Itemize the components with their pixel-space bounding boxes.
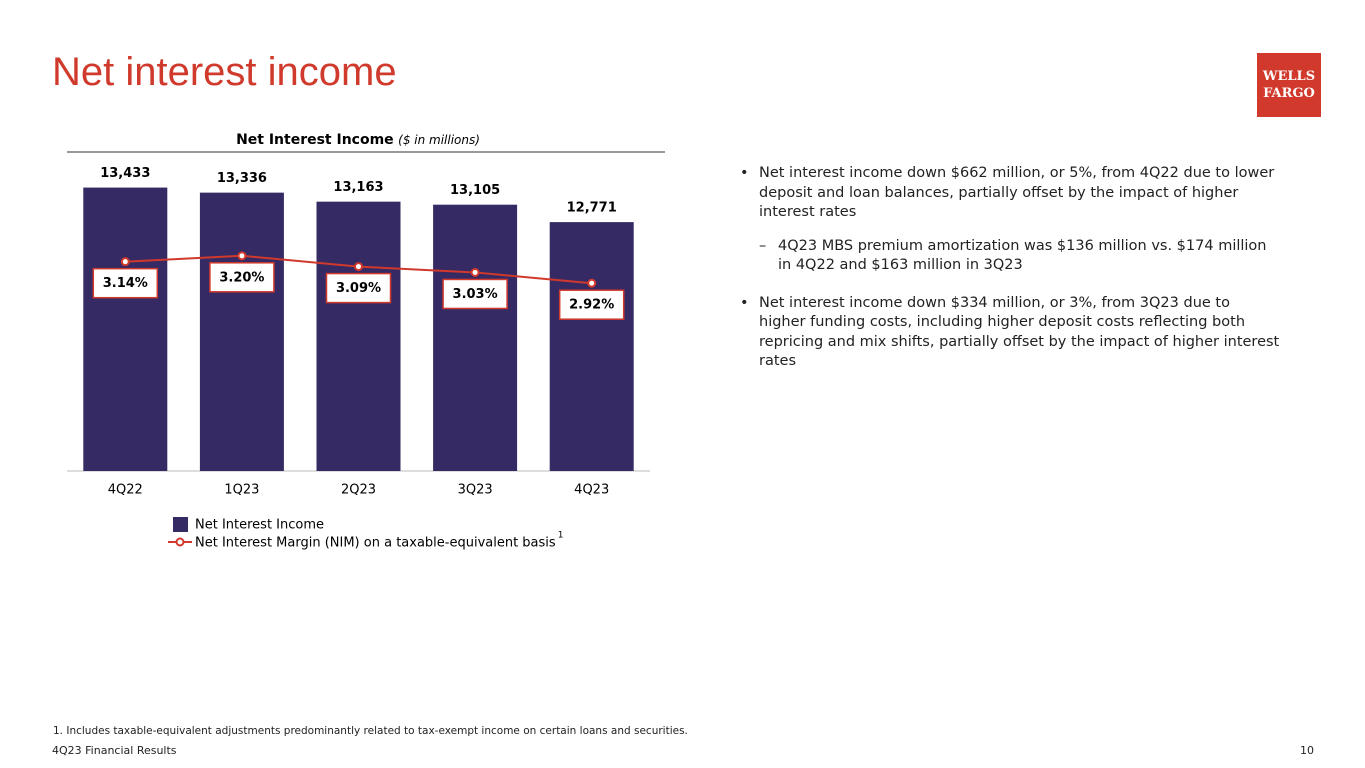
- bar-value-label: 13,336: [217, 171, 267, 186]
- nim-label-box: [209, 262, 275, 293]
- chart-title: Net Interest Income ($ in millions): [236, 132, 480, 148]
- footer: 4Q23 Financial Results: [52, 744, 177, 757]
- bar: [316, 201, 401, 471]
- nim-label: 2.92%: [569, 298, 614, 313]
- footnote: 1. Includes taxable-equivalent adjustmen…: [53, 725, 688, 737]
- nim-label-box: [558, 289, 625, 320]
- bar-value-label: 13,163: [333, 180, 383, 195]
- bar: [433, 204, 518, 472]
- bullet: Net interest income down $662 million, o…: [740, 164, 1280, 276]
- chart: Net Interest Income ($ in millions) 13,4…: [67, 132, 665, 551]
- nim-point: [237, 251, 247, 261]
- bar: [83, 187, 168, 472]
- bar-value-label: 13,105: [450, 183, 500, 198]
- nim-label: 3.14%: [103, 276, 148, 291]
- bar: [199, 192, 284, 471]
- chart-title-note: ($ in millions): [398, 133, 480, 147]
- bar-value-label: 12,771: [567, 201, 617, 216]
- sub-bullet: 4Q23 MBS premium amortization was $136 m…: [759, 237, 1280, 276]
- nim-label-box: [92, 267, 159, 299]
- bullet: Net interest income down $334 million, o…: [740, 294, 1280, 372]
- nim-label-box: [325, 272, 392, 304]
- bullet-text: Net interest income down $662 million, o…: [759, 165, 1275, 220]
- x-tick-label: 2Q23: [341, 483, 376, 498]
- sub-list: 4Q23 MBS premium amortization was $136 m…: [759, 237, 1280, 276]
- nim-label: 3.03%: [453, 287, 498, 302]
- bullet-list: Net interest income down $662 million, o…: [740, 164, 1280, 390]
- nim-label-box: [442, 278, 508, 310]
- logo: WELLS FARGO: [1257, 53, 1321, 117]
- slide-title: Net interest income: [52, 50, 397, 94]
- nim-point: [470, 267, 480, 277]
- x-tick-label: 4Q23: [574, 483, 609, 498]
- nim-point: [587, 278, 597, 288]
- nim-label: 3.20%: [219, 270, 264, 285]
- legend-swatch: [173, 517, 188, 532]
- page-number: 10: [1300, 744, 1314, 757]
- legend-note: 1: [558, 531, 564, 541]
- bar-value-label: 13,433: [100, 166, 150, 181]
- chart-title-text: Net Interest Income: [236, 132, 394, 148]
- x-tick-label: 1Q23: [224, 483, 259, 498]
- legend-marker: [175, 537, 185, 547]
- nim-point: [120, 257, 130, 267]
- nim-point: [354, 262, 363, 272]
- x-tick-label: 4Q22: [108, 483, 143, 498]
- bar: [549, 222, 634, 471]
- bullet-text: Net interest income down $334 million, o…: [759, 294, 1280, 370]
- legend-label: Net Interest Income: [195, 518, 324, 533]
- nim-label: 3.09%: [336, 281, 381, 296]
- x-tick-label: 3Q23: [458, 483, 493, 498]
- logo-line: WELLS: [1262, 69, 1316, 84]
- legend-label: Net Interest Margin (NIM) on a taxable-e…: [195, 536, 556, 551]
- logo-line: FARGO: [1263, 86, 1315, 101]
